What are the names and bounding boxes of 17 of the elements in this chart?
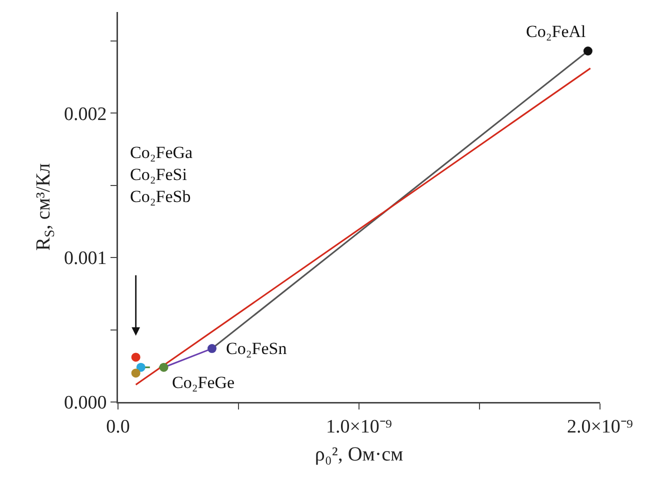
point	[136, 362, 146, 372]
x-tick-label: 2.0×10⁻⁹	[566, 416, 634, 438]
point	[131, 352, 140, 362]
annotation: Co₂FeAl	[526, 22, 586, 41]
y-tick-label: 0.000	[64, 392, 107, 414]
x-tick-label: 0.0	[106, 416, 130, 438]
point	[583, 46, 592, 56]
annotation: Co₂FeSn	[226, 339, 288, 358]
point	[207, 344, 216, 354]
point	[131, 368, 140, 378]
y-tick-label: 0.001	[64, 248, 107, 270]
annotation: Co₂FeGe	[172, 373, 235, 392]
annotation: Co₂FeGa Co₂FeSi Co₂FeSb	[130, 143, 194, 206]
x-tick-label: 1.0×10⁻⁹	[326, 416, 392, 438]
x-axis-title: ρ₀², Ом·см	[314, 444, 404, 466]
y-tick-label: 0.002	[64, 104, 107, 125]
point	[159, 362, 168, 372]
